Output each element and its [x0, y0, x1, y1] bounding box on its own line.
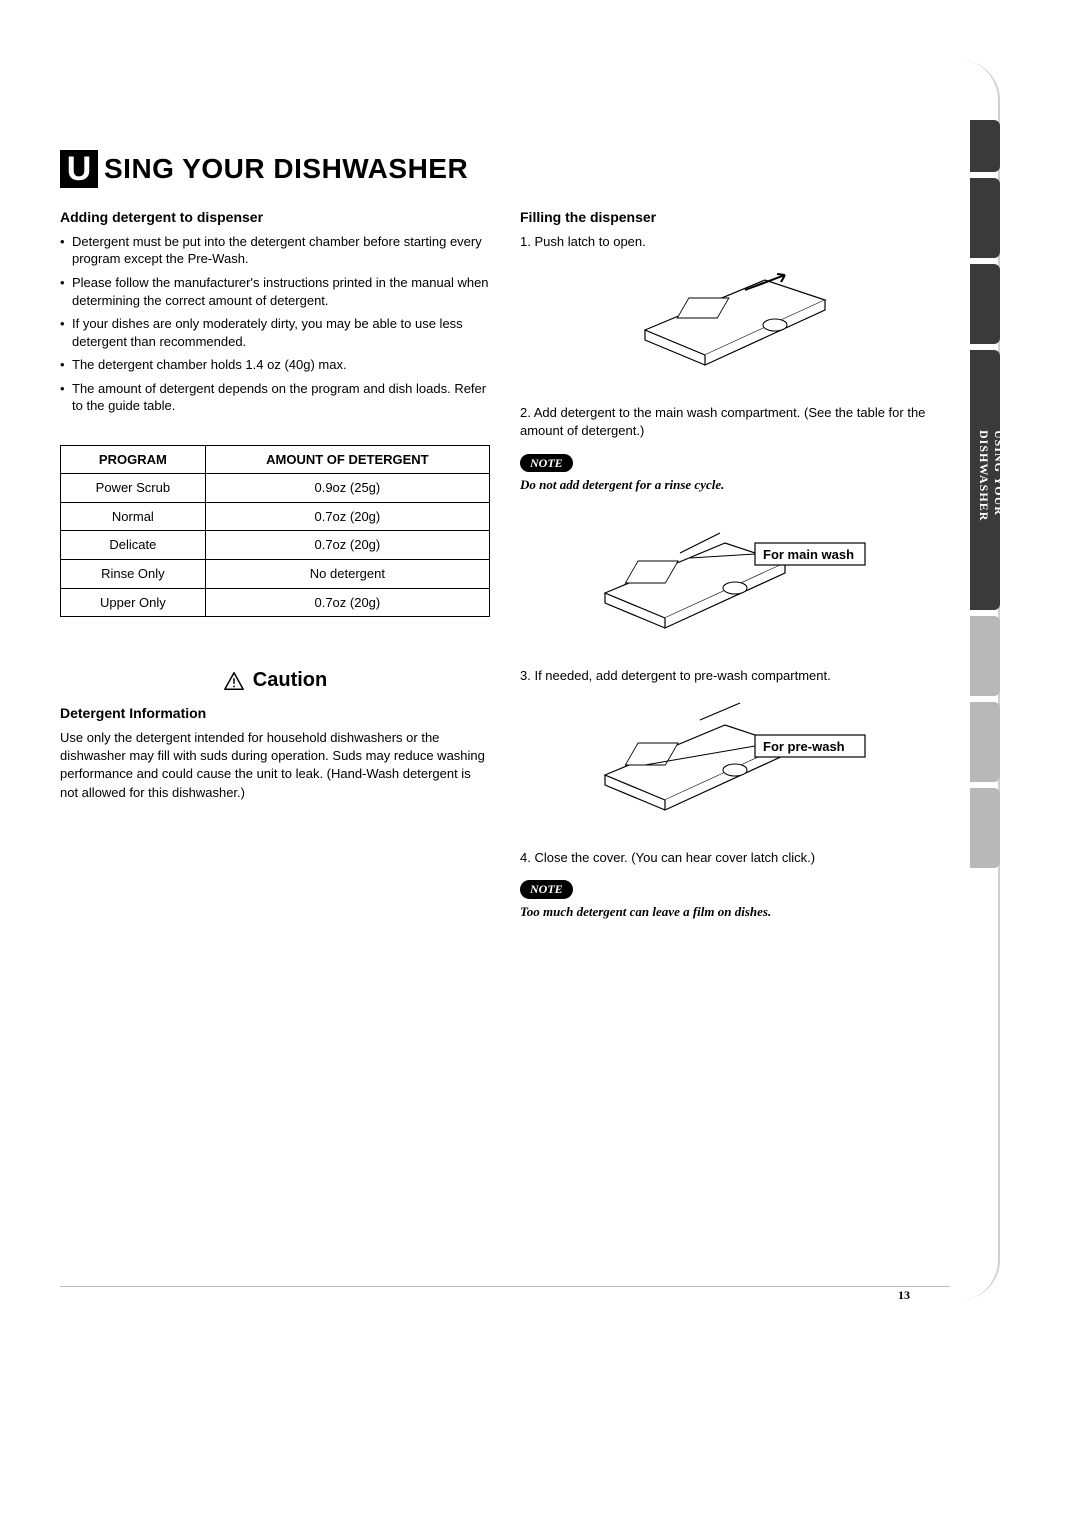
caution-text: Use only the detergent intended for hous…	[60, 729, 490, 802]
footer-rule	[60, 1286, 950, 1287]
side-tab	[970, 264, 1000, 344]
side-tab	[970, 702, 1000, 782]
caution-label: Caution	[253, 667, 327, 694]
note-1-label: NOTE	[520, 454, 573, 472]
callout-main-wash: For main wash	[763, 547, 854, 562]
warning-triangle-icon	[223, 670, 245, 692]
table-row: Rinse OnlyNo detergent	[61, 560, 490, 589]
side-tab-label: USING YOUR DISHWASHER	[976, 430, 1006, 610]
detergent-guide-table: PROGRAM AMOUNT OF DETERGENT Power Scrub0…	[60, 445, 490, 617]
dispenser-figure-open	[625, 260, 845, 380]
step-4: 4. Close the cover. (You can hear cover …	[520, 849, 950, 867]
table-row: Normal0.7oz (20g)	[61, 502, 490, 531]
callout-pre-wash: For pre-wash	[763, 739, 845, 754]
table-header-program: PROGRAM	[61, 445, 206, 474]
side-tab	[970, 616, 1000, 696]
step-1: 1. Push latch to open.	[520, 233, 950, 251]
detergent-bullet-list: Detergent must be put into the detergent…	[60, 233, 490, 415]
step-3: 3. If needed, add detergent to pre-wash …	[520, 667, 950, 685]
side-tab	[970, 178, 1000, 258]
side-tab-active: USING YOUR DISHWASHER	[970, 350, 1000, 610]
note-2-text: Too much detergent can leave a film on d…	[520, 903, 950, 921]
step-2: 2. Add detergent to the main wash compar…	[520, 404, 950, 439]
title-initial-box: U	[60, 150, 98, 188]
table-row: Upper Only0.7oz (20g)	[61, 588, 490, 617]
bullet-item: Detergent must be put into the detergent…	[60, 233, 490, 268]
adding-detergent-heading: Adding detergent to dispenser	[60, 208, 490, 227]
bullet-item: Please follow the manufacturer's instruc…	[60, 274, 490, 309]
dispenser-figure-prewash: For pre-wash	[595, 695, 875, 825]
caution-subheading: Detergent Information	[60, 704, 490, 723]
table-row: Power Scrub0.9oz (25g)	[61, 474, 490, 503]
filling-dispenser-heading: Filling the dispenser	[520, 208, 950, 227]
bullet-item: The detergent chamber holds 1.4 oz (40g)…	[60, 356, 490, 374]
page-content: U SING YOUR DISHWASHER Adding detergent …	[60, 60, 950, 1327]
page-title: U SING YOUR DISHWASHER	[60, 150, 950, 188]
note-1-text: Do not add detergent for a rinse cycle.	[520, 476, 950, 494]
dispenser-figure-mainwash: For main wash	[595, 513, 875, 643]
table-header-row: PROGRAM AMOUNT OF DETERGENT	[61, 445, 490, 474]
left-column: Adding detergent to dispenser Detergent …	[60, 208, 490, 940]
bullet-item: The amount of detergent depends on the p…	[60, 380, 490, 415]
side-tabs: USING YOUR DISHWASHER	[970, 120, 1000, 868]
note-2-label: NOTE	[520, 880, 573, 898]
two-column-layout: Adding detergent to dispenser Detergent …	[60, 208, 950, 940]
right-column: Filling the dispenser 1. Push latch to o…	[520, 208, 950, 940]
caution-box: Caution Detergent Information Use only t…	[60, 667, 490, 802]
side-tab	[970, 788, 1000, 868]
side-tab	[970, 120, 1000, 172]
page-number: 13	[898, 1288, 910, 1303]
table-header-amount: AMOUNT OF DETERGENT	[205, 445, 489, 474]
title-text: SING YOUR DISHWASHER	[104, 153, 468, 185]
bullet-item: If your dishes are only moderately dirty…	[60, 315, 490, 350]
table-row: Delicate0.7oz (20g)	[61, 531, 490, 560]
caution-header: Caution	[60, 667, 490, 694]
